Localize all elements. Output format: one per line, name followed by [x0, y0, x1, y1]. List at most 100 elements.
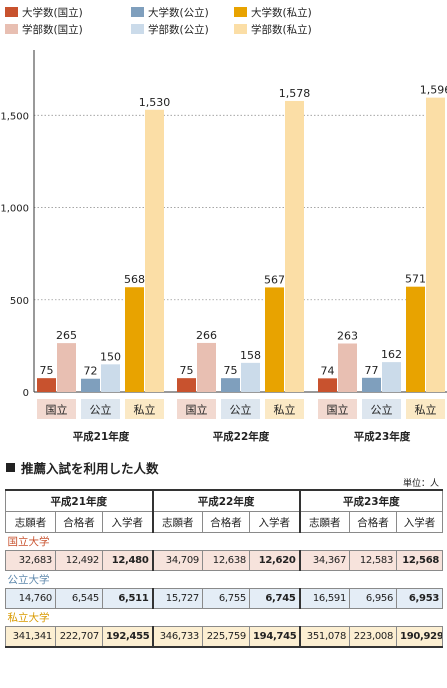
- y-tick-label: 0: [23, 388, 29, 399]
- bar: [125, 287, 144, 392]
- data-cell: 12,480: [102, 550, 154, 571]
- data-cell: 6,953: [396, 588, 444, 609]
- table-title: 推薦入試を利用した人数: [21, 461, 159, 476]
- bar: [145, 109, 164, 393]
- data-cell: 15,727: [152, 588, 203, 609]
- chart-bars: 75265721505681,53075266751585671,5787426…: [37, 84, 447, 393]
- data-cell: 14,760: [5, 588, 56, 609]
- group-label: 国立大学: [5, 532, 443, 551]
- bar: [241, 362, 260, 392]
- bar: [406, 286, 425, 392]
- table-section-title: 推薦入試を利用した人数: [6, 458, 159, 477]
- category-label: 私立: [415, 403, 437, 417]
- category-label: 公立: [371, 403, 393, 417]
- column-header-cell: 合格者: [349, 511, 398, 533]
- data-label: 1,596: [420, 84, 447, 97]
- bar: [57, 343, 76, 392]
- column-header-cell: 志願者: [5, 511, 56, 533]
- year-header-cell: 平成22年度: [151, 489, 301, 512]
- legend-label: 大学数(私立): [251, 6, 312, 19]
- legend-label: 学部数(公立): [148, 23, 209, 36]
- column-header-cell: 志願者: [299, 511, 351, 533]
- legend-swatch: [131, 7, 144, 17]
- data-cell: 346,733: [152, 626, 203, 648]
- category-label: 国立: [186, 403, 208, 417]
- column-header-cell: 入学者: [102, 511, 154, 533]
- data-cell: 6,545: [55, 588, 103, 609]
- data-cell: 6,745: [248, 588, 301, 609]
- year-header-cell: 平成21年度: [5, 489, 154, 512]
- year-header-row: 平成21年度 平成22年度 平成23年度: [5, 489, 444, 512]
- university-count-chart: 大学数(国立) 学部数(国立) 大学数(公立) 学部数(公立) 大学数(私立) 学部数(私…: [0, 6, 447, 443]
- table-body: 平成21年度 平成22年度 平成23年度 志願者 合格者 入学者 志願者 合格者 入学者 志願者合…: [5, 489, 444, 648]
- data-cell: 194,745: [248, 626, 301, 648]
- bar: [265, 287, 284, 392]
- category-box: [221, 399, 260, 419]
- data-cell: 32,683: [5, 550, 56, 571]
- column-header-cell: 入学者: [396, 511, 444, 533]
- group-label-row: 公立大学: [5, 570, 443, 589]
- category-label: 私立: [134, 403, 156, 417]
- category-box: [265, 399, 304, 419]
- data-label: 162: [381, 348, 402, 361]
- category-box: [318, 399, 357, 419]
- year-label: 平成23年度: [354, 430, 411, 443]
- data-cell: 6,755: [202, 588, 250, 609]
- unit-label: 単位：人: [402, 479, 439, 489]
- legend-label: 学部数(私立): [251, 23, 312, 36]
- data-label: 568: [124, 273, 145, 286]
- data-cell: 12,568: [396, 550, 444, 571]
- category-box: [37, 399, 76, 419]
- y-axis: 0 500 1,000 1,500: [0, 50, 35, 399]
- legend-swatch: [131, 24, 144, 34]
- data-cell: 192,455: [102, 626, 154, 648]
- data-cell: 6,511: [102, 588, 154, 609]
- column-header-row: 志願者 合格者 入学者 志願者 合格者 入学者 志願者 合格者 入学者: [5, 511, 444, 533]
- group-label: 公立大学: [5, 570, 443, 589]
- data-label: 150: [100, 350, 121, 363]
- column-header-cell: 合格者: [202, 511, 250, 533]
- category-box: [177, 399, 216, 419]
- data-label: 266: [196, 329, 217, 342]
- data-label: 75: [224, 364, 238, 377]
- data-label: 74: [321, 364, 335, 377]
- group-label-row: 私立大学: [5, 608, 443, 627]
- data-cell: 34,709: [152, 550, 203, 571]
- chart-legend: 大学数(国立) 学部数(国立) 大学数(公立) 学部数(公立) 大学数(私立) 学部数(私…: [5, 6, 312, 36]
- bar: [81, 378, 100, 392]
- data-cell: 222,707: [55, 626, 103, 648]
- bar: [221, 378, 240, 392]
- bar: [37, 378, 56, 392]
- y-tick-label: 1,500: [0, 111, 29, 122]
- data-label: 1,530: [139, 96, 171, 109]
- data-label: 72: [84, 365, 98, 378]
- category-label: 公立: [230, 403, 252, 417]
- data-label: 263: [337, 329, 358, 342]
- data-cell: 225,759: [202, 626, 250, 648]
- year-label: 平成21年度: [73, 430, 130, 443]
- data-label: 75: [40, 364, 54, 377]
- y-tick-label: 500: [10, 296, 29, 307]
- legend-label: 大学数(国立): [22, 6, 83, 19]
- recommendation-admissions-table: 平成21年度 平成22年度 平成23年度 志願者 合格者 入学者 志願者 合格者 入学者 志願者合…: [5, 489, 444, 648]
- data-cell: 12,583: [349, 550, 398, 571]
- bar: [318, 378, 337, 392]
- legend-swatch: [5, 24, 18, 34]
- bar: [382, 362, 401, 392]
- data-cell: 341,341: [5, 626, 56, 648]
- legend-swatch: [234, 24, 247, 34]
- data-cell: 223,008: [349, 626, 398, 648]
- group-label: 私立大学: [5, 608, 443, 627]
- data-row: 32,683 12,492 12,480 34,709 12,638 12,620 34,3…: [5, 550, 444, 571]
- category-label: 国立: [327, 403, 349, 417]
- y-tick-label: 1,000: [0, 204, 29, 215]
- category-label: 国立: [46, 403, 68, 417]
- data-label: 77: [365, 364, 379, 377]
- bar: [197, 342, 216, 392]
- category-box: [81, 399, 120, 419]
- data-cell: 12,620: [248, 550, 301, 571]
- legend-label: 大学数(公立): [148, 6, 209, 19]
- legend-swatch: [5, 7, 18, 17]
- data-cell: 190,929: [396, 626, 444, 648]
